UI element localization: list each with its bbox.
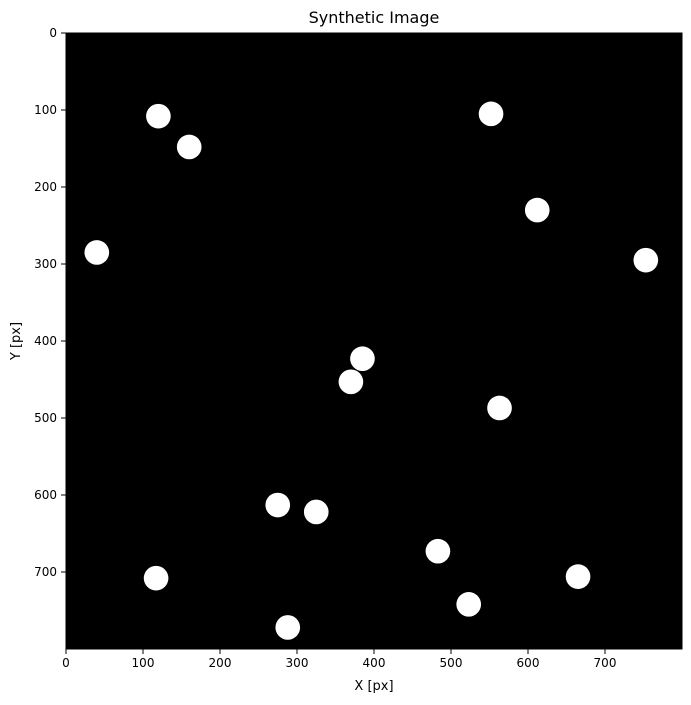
data-point-13 (143, 565, 169, 591)
x-tick-label: 300 (286, 656, 309, 670)
y-tick-label: 400 (34, 334, 57, 348)
x-tick-label: 200 (209, 656, 232, 670)
x-tick-label: 0 (62, 656, 70, 670)
data-point-8 (338, 369, 364, 395)
y-tick-label: 300 (34, 257, 57, 271)
data-point-14 (565, 564, 591, 589)
chart-title: Synthetic Image (309, 8, 440, 27)
y-tick-label: 200 (34, 180, 57, 194)
data-point-6 (633, 247, 659, 273)
x-tick-label: 100 (132, 656, 155, 670)
points-layer (84, 101, 659, 640)
data-point-12 (425, 538, 451, 564)
data-point-11 (303, 499, 329, 525)
y-tick-label: 100 (34, 103, 57, 117)
data-point-3 (478, 101, 504, 127)
y-axis: 0 100 200 300 400 500 600 700 (34, 26, 66, 579)
data-point-16 (275, 615, 301, 640)
data-point-1 (146, 103, 171, 129)
x-axis: 0 100 200 300 400 500 600 700 (62, 649, 616, 670)
y-tick-label: 600 (34, 488, 57, 502)
x-tick-label: 600 (517, 656, 540, 670)
y-tick-label: 700 (34, 565, 57, 579)
plot-area (66, 33, 682, 649)
x-axis-label: X [px] (354, 679, 393, 694)
y-tick-label: 0 (49, 26, 57, 40)
x-tick-label: 400 (363, 656, 386, 670)
x-tick-label: 700 (594, 656, 617, 670)
data-point-2 (176, 134, 202, 160)
y-axis-label: Y [px] (9, 322, 24, 361)
data-point-7 (350, 346, 375, 372)
data-point-9 (487, 395, 512, 421)
data-point-4 (524, 197, 550, 223)
y-tick-label: 500 (34, 411, 57, 425)
data-point-5 (84, 240, 110, 265)
data-point-10 (265, 492, 291, 518)
x-tick-label: 500 (440, 656, 463, 670)
data-point-15 (456, 592, 482, 617)
